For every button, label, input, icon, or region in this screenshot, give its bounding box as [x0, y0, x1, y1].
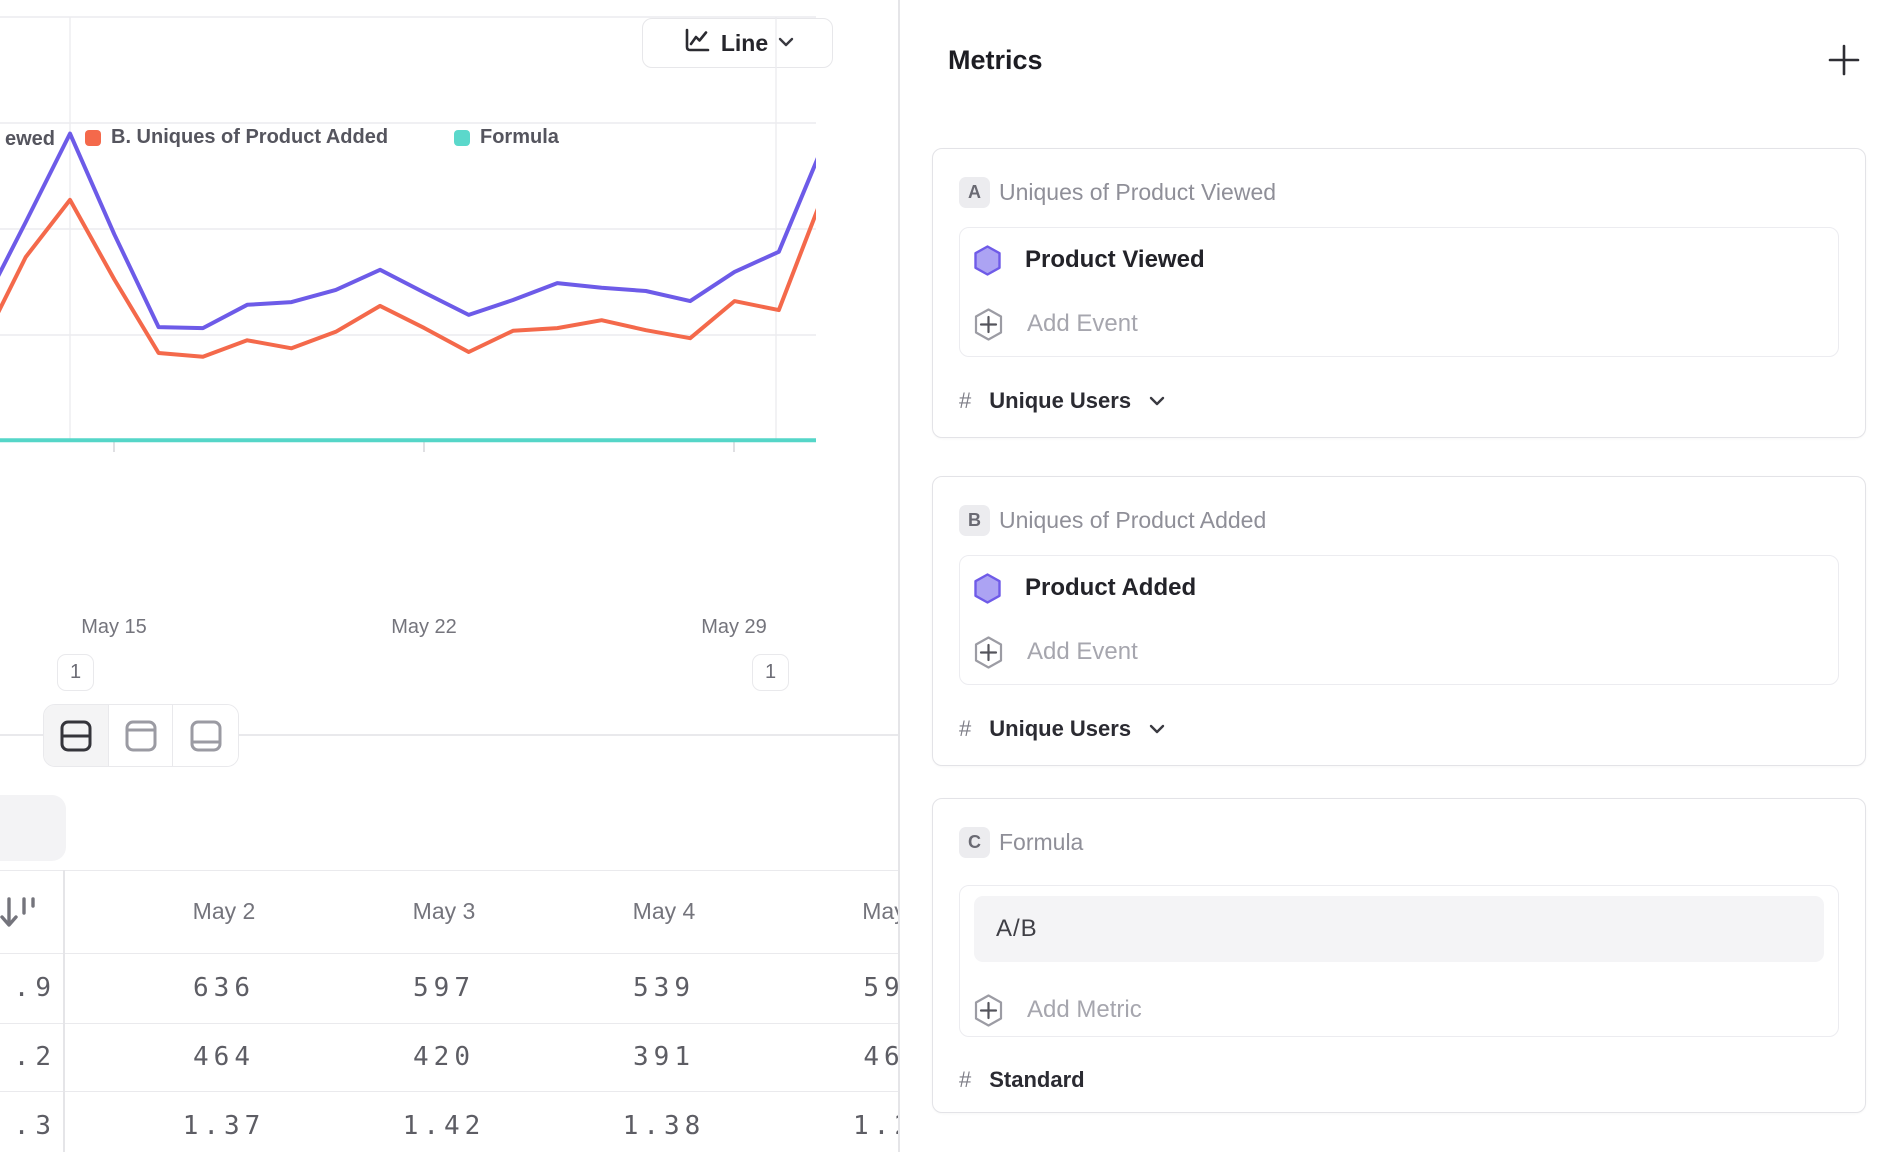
event-row-product-viewed[interactable]: Product Viewed	[974, 228, 1824, 292]
row-label: .2	[13, 1042, 57, 1072]
chevron-down-icon	[778, 34, 794, 52]
event-name: Product Added	[1025, 574, 1197, 601]
chart-type-label: Line	[720, 29, 769, 56]
add-metric-label: Add Metric	[1027, 996, 1142, 1023]
table-row-border	[0, 1023, 898, 1025]
event-hexagon-icon	[974, 244, 1001, 276]
add-event-button[interactable]: Add Event	[974, 620, 1824, 684]
add-event-hexagon-plus-icon	[974, 307, 1003, 341]
table-bottom-icon	[190, 720, 222, 751]
metric-title-a[interactable]: Uniques of Product Viewed	[999, 179, 1277, 205]
table-cell: 1.37	[182, 1111, 266, 1141]
metric-card-c: C Formula A/B Add Metric # Standard	[932, 798, 1866, 1113]
table-frozen-column-divider	[63, 870, 65, 1152]
x-tick-may-22: May 22	[391, 616, 457, 638]
metric-title-b[interactable]: Uniques of Product Added	[999, 507, 1267, 533]
chart-legend: ewed B. Uniques of Product Added Formula	[0, 126, 898, 154]
hash-icon: #	[959, 716, 972, 741]
layout-toggle-table-top[interactable]	[108, 705, 174, 766]
event-name: Product Viewed	[1025, 246, 1205, 273]
table-cell: 46	[863, 1042, 898, 1072]
annotation-badge-right[interactable]: 1	[752, 654, 789, 691]
table-header-border	[0, 953, 898, 955]
event-row-product-added[interactable]: Product Added	[974, 556, 1824, 620]
table-cell: 464	[193, 1042, 255, 1072]
measure-selector[interactable]: # Unique Users	[959, 713, 1165, 745]
table-cell: 1.2	[853, 1111, 898, 1141]
legend-item-b[interactable]: B. Uniques of Product Added	[85, 126, 388, 149]
layout-toggle-group	[43, 704, 239, 767]
table-corner-tab	[0, 795, 66, 861]
legend-item-formula[interactable]: Formula	[454, 126, 559, 149]
section-divider	[0, 734, 898, 736]
add-metric-hexagon-plus-icon	[974, 993, 1003, 1027]
add-event-label: Add Event	[1027, 638, 1138, 665]
column-header-may-5[interactable]: May	[862, 898, 898, 924]
table-cell: 1.38	[622, 1111, 706, 1141]
panel-divider	[898, 0, 900, 1152]
measure-selector[interactable]: # Unique Users	[959, 385, 1165, 417]
table-cell: 1.42	[402, 1111, 486, 1141]
chart-section: Line ewed B. Uniques of Product Added Fo…	[0, 0, 898, 1152]
legend-swatch-teal	[454, 129, 470, 146]
table-top-icon	[125, 720, 156, 751]
table-cell: 420	[413, 1042, 475, 1072]
add-event-hexagon-plus-icon	[974, 635, 1003, 669]
event-hexagon-icon	[974, 572, 1001, 604]
layout-toggle-table-bottom[interactable]	[173, 705, 238, 766]
layout-toggle-split-view[interactable]	[44, 705, 109, 766]
hash-icon: #	[959, 1067, 972, 1092]
row-label: .3	[13, 1111, 57, 1141]
table-cell: 539	[633, 973, 695, 1003]
sort-descending-icon[interactable]	[0, 894, 38, 937]
event-list-card: Product Viewed Add Event	[959, 227, 1839, 357]
formula-input[interactable]: A/B	[974, 896, 1824, 962]
metrics-panel: Metrics A Uniques of Product Viewed Prod…	[900, 0, 1898, 1152]
add-event-button[interactable]: Add Event	[974, 292, 1824, 356]
chart-type-dropdown[interactable]: Line	[642, 18, 833, 68]
line-chart-plot[interactable]	[0, 0, 816, 460]
chevron-down-icon	[1149, 724, 1165, 734]
split-view-icon	[60, 720, 92, 751]
metric-badge-b: B	[959, 505, 990, 536]
annotation-badge-left[interactable]: 1	[57, 654, 94, 691]
metric-badge-a: A	[959, 177, 990, 208]
metrics-panel-title: Metrics	[948, 45, 1043, 75]
metric-badge-c: C	[959, 827, 990, 858]
event-list-card: Product Added Add Event	[959, 555, 1839, 685]
metric-title-c[interactable]: Formula	[999, 829, 1084, 855]
column-header-may-2[interactable]: May 2	[192, 898, 256, 924]
line-chart-icon	[681, 26, 711, 61]
formula-value: A/B	[996, 915, 1038, 942]
measure-selector[interactable]: # Standard	[959, 1067, 1085, 1092]
metric-card-b: B Uniques of Product Added Product Added…	[932, 476, 1866, 766]
metric-card-a: A Uniques of Product Viewed Product View…	[932, 148, 1866, 438]
add-metric-button[interactable]: Add Metric	[974, 978, 1824, 1042]
formula-card: A/B Add Metric	[959, 885, 1839, 1037]
legend-item-a-truncated[interactable]: ewed	[4, 128, 55, 150]
table-cell: 597	[413, 973, 475, 1003]
table-row-border	[0, 1091, 898, 1093]
table-cell: 636	[193, 973, 255, 1003]
column-header-may-4[interactable]: May 4	[632, 898, 696, 924]
table-cell: 59	[863, 973, 898, 1003]
chevron-down-icon	[1149, 396, 1165, 406]
x-tick-may-29: May 29	[701, 616, 767, 638]
add-event-label: Add Event	[1027, 310, 1138, 337]
table-top-border	[0, 870, 898, 872]
hash-icon: #	[959, 388, 972, 413]
row-label: .9	[13, 973, 57, 1003]
legend-swatch-orange	[85, 129, 101, 146]
x-tick-may-15: May 15	[81, 616, 147, 638]
table-cell: 391	[633, 1042, 695, 1072]
add-metric-plus-icon[interactable]	[1824, 40, 1864, 80]
column-header-may-3[interactable]: May 3	[412, 898, 476, 924]
